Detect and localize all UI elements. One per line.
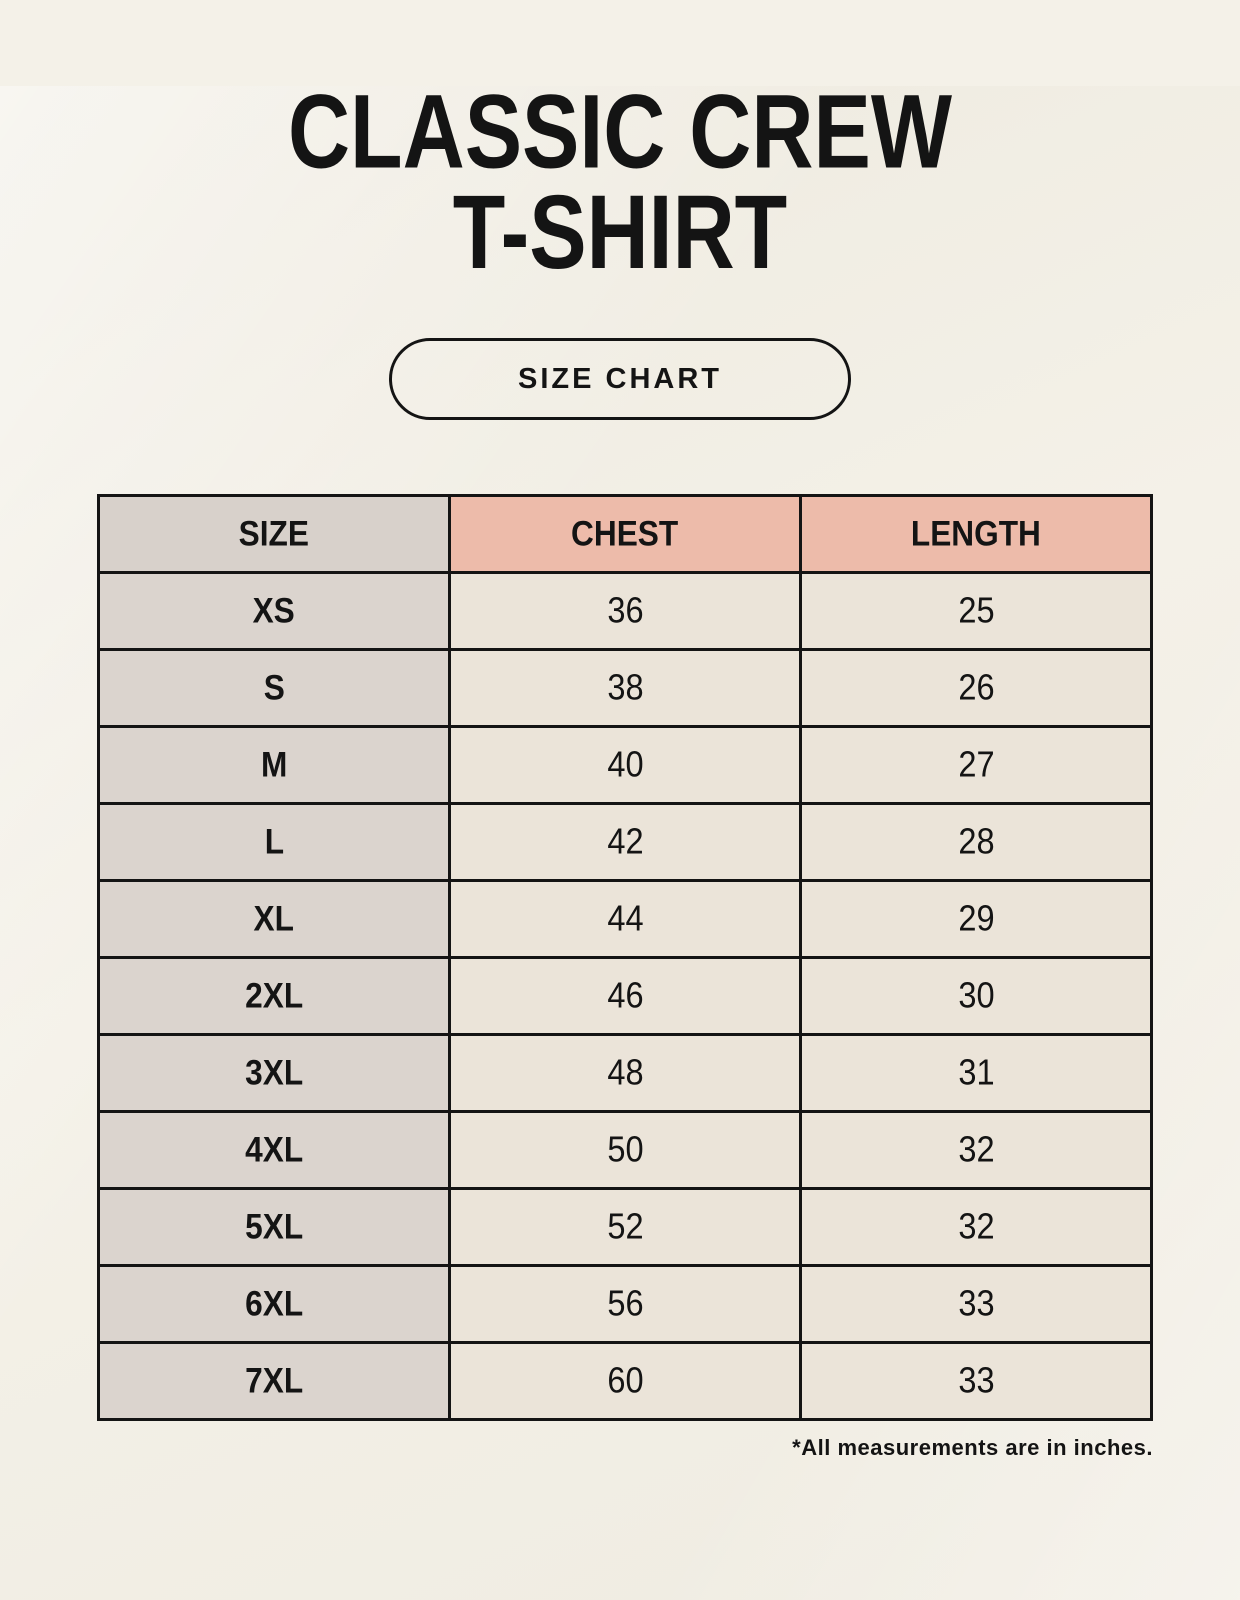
- cell-text: 29: [957, 898, 995, 939]
- size-cell: 4XL: [97, 1110, 451, 1190]
- cell-text: 6XL: [244, 1283, 303, 1324]
- value-cell: 33: [799, 1341, 1153, 1421]
- table-row: 2XL 46 30: [97, 956, 1153, 1036]
- cell-text: 52: [606, 1206, 644, 1247]
- cell-text: 25: [957, 590, 995, 631]
- size-cell: 5XL: [97, 1187, 451, 1267]
- column-header-length-label: LENGTH: [911, 513, 1041, 554]
- cell-text: 42: [606, 821, 644, 862]
- value-cell: 33: [799, 1264, 1153, 1344]
- value-cell: 56: [448, 1264, 802, 1344]
- title-line-2: T-SHIRT: [452, 173, 788, 292]
- value-cell: 44: [448, 879, 802, 959]
- header-row: SIZE CHEST LENGTH: [97, 494, 1153, 574]
- size-cell: S: [97, 648, 451, 728]
- value-cell: 60: [448, 1341, 802, 1421]
- size-cell: XS: [97, 571, 451, 651]
- cell-text: M: [260, 744, 288, 785]
- size-table-body: XS 36 25 S 38 26 M 40 27 L 42 28 XL 44 29 2XL 46 30 3XL 48 3…: [97, 571, 1153, 1421]
- column-header-size-label: SIZE: [238, 513, 310, 554]
- cell-text: 7XL: [244, 1360, 303, 1401]
- cell-text: 60: [606, 1360, 644, 1401]
- table-row: XS 36 25: [97, 571, 1153, 651]
- value-cell: 46: [448, 956, 802, 1036]
- cell-text: XS: [252, 590, 296, 631]
- measurements-footnote: *All measurements are in inches.: [792, 1435, 1153, 1460]
- cell-text: 46: [606, 975, 644, 1016]
- size-chart-page: CLASSIC CREW T-SHIRT SIZE CHART SIZE CHE…: [0, 79, 1240, 1461]
- cell-text: XL: [253, 898, 295, 939]
- size-table: SIZE CHEST LENGTH XS 36 25 S 38 26 M 40 27 L 42 28 X…: [97, 494, 1153, 1421]
- column-header-chest-label: CHEST: [571, 513, 679, 554]
- table-row: 7XL 60 33: [97, 1341, 1153, 1421]
- value-cell: 32: [799, 1110, 1153, 1190]
- size-table-header: SIZE CHEST LENGTH: [97, 494, 1153, 574]
- table-row: 5XL 52 32: [97, 1187, 1153, 1267]
- size-cell: 6XL: [97, 1264, 451, 1344]
- table-row: L 42 28: [97, 802, 1153, 882]
- value-cell: 30: [799, 956, 1153, 1036]
- page-title: CLASSIC CREW T-SHIRT: [87, 72, 1153, 292]
- value-cell: 26: [799, 648, 1153, 728]
- value-cell: 27: [799, 725, 1153, 805]
- cell-text: 56: [606, 1283, 644, 1324]
- size-cell: 3XL: [97, 1033, 451, 1113]
- cell-text: 40: [606, 744, 644, 785]
- size-cell: 2XL: [97, 956, 451, 1036]
- value-cell: 38: [448, 648, 802, 728]
- value-cell: 42: [448, 802, 802, 882]
- table-row: S 38 26: [97, 648, 1153, 728]
- cell-text: 32: [957, 1129, 995, 1170]
- cell-text: 33: [957, 1360, 995, 1401]
- size-cell: XL: [97, 879, 451, 959]
- cell-text: 2XL: [244, 975, 303, 1016]
- table-row: XL 44 29: [97, 879, 1153, 959]
- cell-text: 32: [957, 1206, 995, 1247]
- cell-text: 38: [606, 667, 644, 708]
- size-cell: 7XL: [97, 1341, 451, 1421]
- column-header-chest: CHEST: [448, 494, 802, 574]
- value-cell: 40: [448, 725, 802, 805]
- table-row: 4XL 50 32: [97, 1110, 1153, 1190]
- cell-text: 27: [957, 744, 995, 785]
- cell-text: 5XL: [244, 1206, 303, 1247]
- cell-text: 33: [957, 1283, 995, 1324]
- value-cell: 28: [799, 802, 1153, 882]
- column-header-length: LENGTH: [799, 494, 1153, 574]
- value-cell: 31: [799, 1033, 1153, 1113]
- value-cell: 25: [799, 571, 1153, 651]
- size-chart-button-label: SIZE CHART: [518, 362, 722, 395]
- cell-text: 44: [606, 898, 644, 939]
- value-cell: 48: [448, 1033, 802, 1113]
- table-row: 6XL 56 33: [97, 1264, 1153, 1344]
- cell-text: 48: [606, 1052, 644, 1093]
- value-cell: 29: [799, 879, 1153, 959]
- title-line-1: CLASSIC CREW: [287, 72, 953, 191]
- size-cell: M: [97, 725, 451, 805]
- column-header-size: SIZE: [97, 494, 451, 574]
- value-cell: 32: [799, 1187, 1153, 1267]
- cell-text: 50: [606, 1129, 644, 1170]
- cell-text: 31: [957, 1052, 995, 1093]
- size-chart-button[interactable]: SIZE CHART: [389, 338, 851, 420]
- cell-text: 26: [957, 667, 995, 708]
- value-cell: 52: [448, 1187, 802, 1267]
- cell-text: L: [264, 821, 284, 862]
- size-cell: L: [97, 802, 451, 882]
- cell-text: 30: [957, 975, 995, 1016]
- value-cell: 36: [448, 571, 802, 651]
- cell-text: S: [263, 667, 285, 708]
- cell-text: 3XL: [244, 1052, 303, 1093]
- cell-text: 28: [957, 821, 995, 862]
- cell-text: 36: [606, 590, 644, 631]
- cell-text: 4XL: [244, 1129, 303, 1170]
- size-table-container: SIZE CHEST LENGTH XS 36 25 S 38 26 M 40 27 L 42 28 X…: [97, 494, 1153, 1421]
- value-cell: 50: [448, 1110, 802, 1190]
- table-row: 3XL 48 31: [97, 1033, 1153, 1113]
- table-row: M 40 27: [97, 725, 1153, 805]
